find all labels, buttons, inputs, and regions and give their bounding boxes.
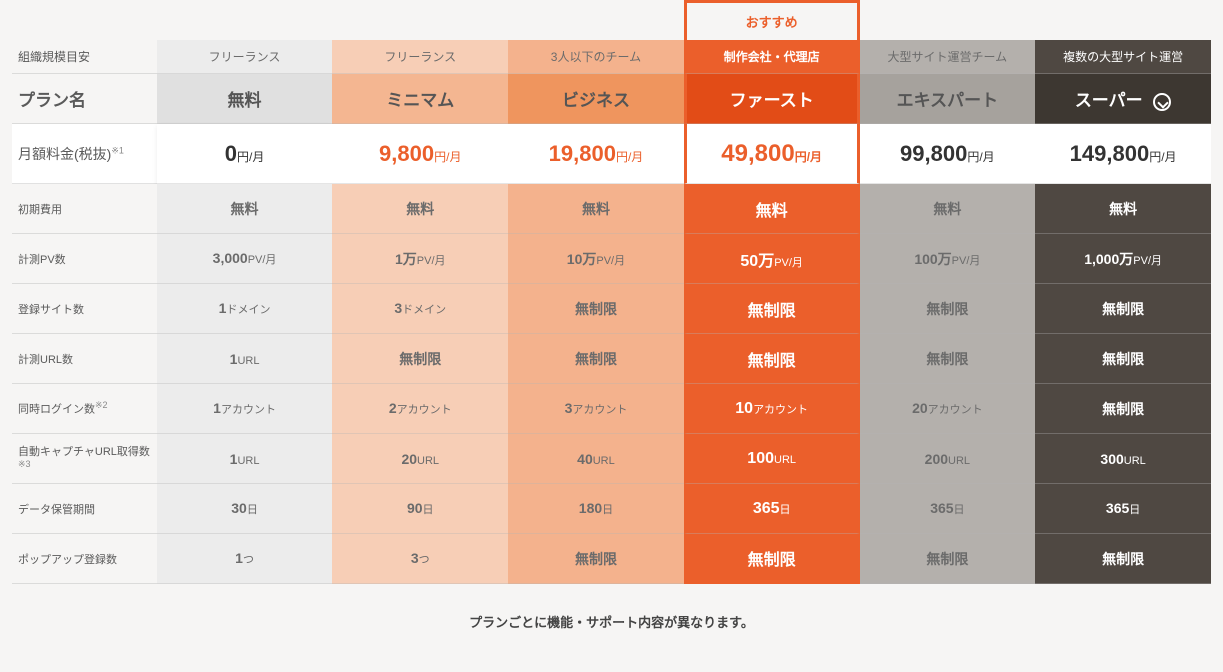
row-label-sites: 登録サイト数 — [12, 284, 157, 334]
urls-4: 無制限 — [860, 334, 1036, 384]
logins-0: 1アカウント — [157, 384, 333, 434]
popup-0: 1つ — [157, 534, 333, 584]
org-1: フリーランス — [332, 40, 508, 74]
row-label-capture: 自動キャプチャURL取得数※3 — [12, 434, 157, 484]
plan-name-0[interactable]: 無料 — [157, 74, 333, 124]
recommended-badge: おすすめ — [746, 12, 798, 31]
row-label-logins: 同時ログイン数※2 — [12, 384, 157, 434]
initial-4: 無料 — [860, 184, 1036, 234]
pv-5: 1,000万PV/月 — [1035, 234, 1211, 284]
sites-0: 1ドメイン — [157, 284, 333, 334]
plan-name-2[interactable]: ビジネス — [508, 74, 684, 124]
urls-0: 1URL — [157, 334, 333, 384]
sites-5: 無制限 — [1035, 284, 1211, 334]
sites-row: 登録サイト数 1ドメイン 3ドメイン 無制限 無制限 無制限 無制限 — [12, 284, 1211, 334]
retention-row: データ保管期間 30日 90日 180日 365日 365日 365日 — [12, 484, 1211, 534]
price-2: 19,800円/月 — [508, 124, 684, 184]
org-2: 3人以下のチーム — [508, 40, 684, 74]
row-label-retention: データ保管期間 — [12, 484, 157, 534]
row-label-urls: 計測URL数 — [12, 334, 157, 384]
retention-2: 180日 — [508, 484, 684, 534]
sites-1: 3ドメイン — [332, 284, 508, 334]
chevron-down-icon — [1153, 93, 1171, 111]
retention-5: 365日 — [1035, 484, 1211, 534]
logins-5: 無制限 — [1035, 384, 1211, 434]
sites-2: 無制限 — [508, 284, 684, 334]
org-3: 制作会社・代理店 — [684, 40, 860, 74]
initial-2: 無料 — [508, 184, 684, 234]
urls-5: 無制限 — [1035, 334, 1211, 384]
row-label-initial: 初期費用 — [12, 184, 157, 234]
price-4: 99,800円/月 — [860, 124, 1036, 184]
initial-row: 初期費用 無料 無料 無料 無料 無料 無料 — [12, 184, 1211, 234]
popup-row: ポップアップ登録数 1つ 3つ 無制限 無制限 無制限 無制限 — [12, 534, 1211, 584]
plan-name-1[interactable]: ミニマム — [332, 74, 508, 124]
retention-1: 90日 — [332, 484, 508, 534]
org-4: 大型サイト運営チーム — [860, 40, 1036, 74]
plan-name-4[interactable]: エキスパート — [860, 74, 1036, 124]
pv-0: 3,000PV/月 — [157, 234, 333, 284]
pricing-table: おすすめ 組織規模目安 フリーランス フリーランス 3人以下のチーム 制作会社・… — [12, 0, 1211, 584]
capture-1: 20URL — [332, 434, 508, 484]
org-5: 複数の大型サイト運営 — [1035, 40, 1211, 74]
popup-5: 無制限 — [1035, 534, 1211, 584]
logins-2: 3アカウント — [508, 384, 684, 434]
capture-3: 100URL — [684, 434, 860, 484]
popup-2: 無制限 — [508, 534, 684, 584]
row-label-plan: プラン名 — [12, 74, 157, 124]
badge-row: おすすめ — [12, 0, 1211, 40]
plan-name-5-text: スーパー — [1075, 91, 1143, 110]
capture-4: 200URL — [860, 434, 1036, 484]
initial-0: 無料 — [157, 184, 333, 234]
price-3: 49,800円/月 — [684, 124, 860, 184]
row-label-org: 組織規模目安 — [12, 40, 157, 74]
urls-2: 無制限 — [508, 334, 684, 384]
price-5: 149,800円/月 — [1035, 124, 1211, 184]
row-label-popup: ポップアップ登録数 — [12, 534, 157, 584]
footer-note: プランごとに機能・サポート内容が異なります。 — [12, 612, 1211, 631]
pv-3: 50万PV/月 — [684, 234, 860, 284]
capture-0: 1URL — [157, 434, 333, 484]
pv-4: 100万PV/月 — [860, 234, 1036, 284]
org-0: フリーランス — [157, 40, 333, 74]
popup-1: 3つ — [332, 534, 508, 584]
plan-name-3[interactable]: ファースト — [684, 74, 860, 124]
pv-1: 1万PV/月 — [332, 234, 508, 284]
initial-1: 無料 — [332, 184, 508, 234]
row-label-pv: 計測PV数 — [12, 234, 157, 284]
badge-spacer — [12, 0, 157, 40]
pv-row: 計測PV数 3,000PV/月 1万PV/月 10万PV/月 50万PV/月 1… — [12, 234, 1211, 284]
initial-3: 無料 — [684, 184, 860, 234]
org-row: 組織規模目安 フリーランス フリーランス 3人以下のチーム 制作会社・代理店 大… — [12, 40, 1211, 74]
sites-4: 無制限 — [860, 284, 1036, 334]
urls-row: 計測URL数 1URL 無制限 無制限 無制限 無制限 無制限 — [12, 334, 1211, 384]
price-1: 9,800円/月 — [332, 124, 508, 184]
popup-3: 無制限 — [684, 534, 860, 584]
urls-1: 無制限 — [332, 334, 508, 384]
plan-name-row: プラン名 無料 ミニマム ビジネス ファースト エキスパート スーパー — [12, 74, 1211, 124]
pricing-table-wrapper: おすすめ 組織規模目安 フリーランス フリーランス 3人以下のチーム 制作会社・… — [0, 0, 1223, 655]
logins-3: 10アカウント — [684, 384, 860, 434]
retention-0: 30日 — [157, 484, 333, 534]
logins-row: 同時ログイン数※2 1アカウント 2アカウント 3アカウント 10アカウント 2… — [12, 384, 1211, 434]
popup-4: 無制限 — [860, 534, 1036, 584]
capture-2: 40URL — [508, 434, 684, 484]
initial-5: 無料 — [1035, 184, 1211, 234]
logins-4: 20アカウント — [860, 384, 1036, 434]
pv-2: 10万PV/月 — [508, 234, 684, 284]
price-0: 0円/月 — [157, 124, 333, 184]
price-row: 月額料金(税抜)※1 0円/月 9,800円/月 19,800円/月 49,80… — [12, 124, 1211, 184]
urls-3: 無制限 — [684, 334, 860, 384]
row-label-price: 月額料金(税抜)※1 — [12, 124, 157, 184]
sites-3: 無制限 — [684, 284, 860, 334]
capture-5: 300URL — [1035, 434, 1211, 484]
recommended-badge-cell: おすすめ — [684, 0, 860, 40]
capture-row: 自動キャプチャURL取得数※3 1URL 20URL 40URL 100URL … — [12, 434, 1211, 484]
logins-1: 2アカウント — [332, 384, 508, 434]
plan-name-5[interactable]: スーパー — [1035, 74, 1211, 124]
retention-4: 365日 — [860, 484, 1036, 534]
retention-3: 365日 — [684, 484, 860, 534]
